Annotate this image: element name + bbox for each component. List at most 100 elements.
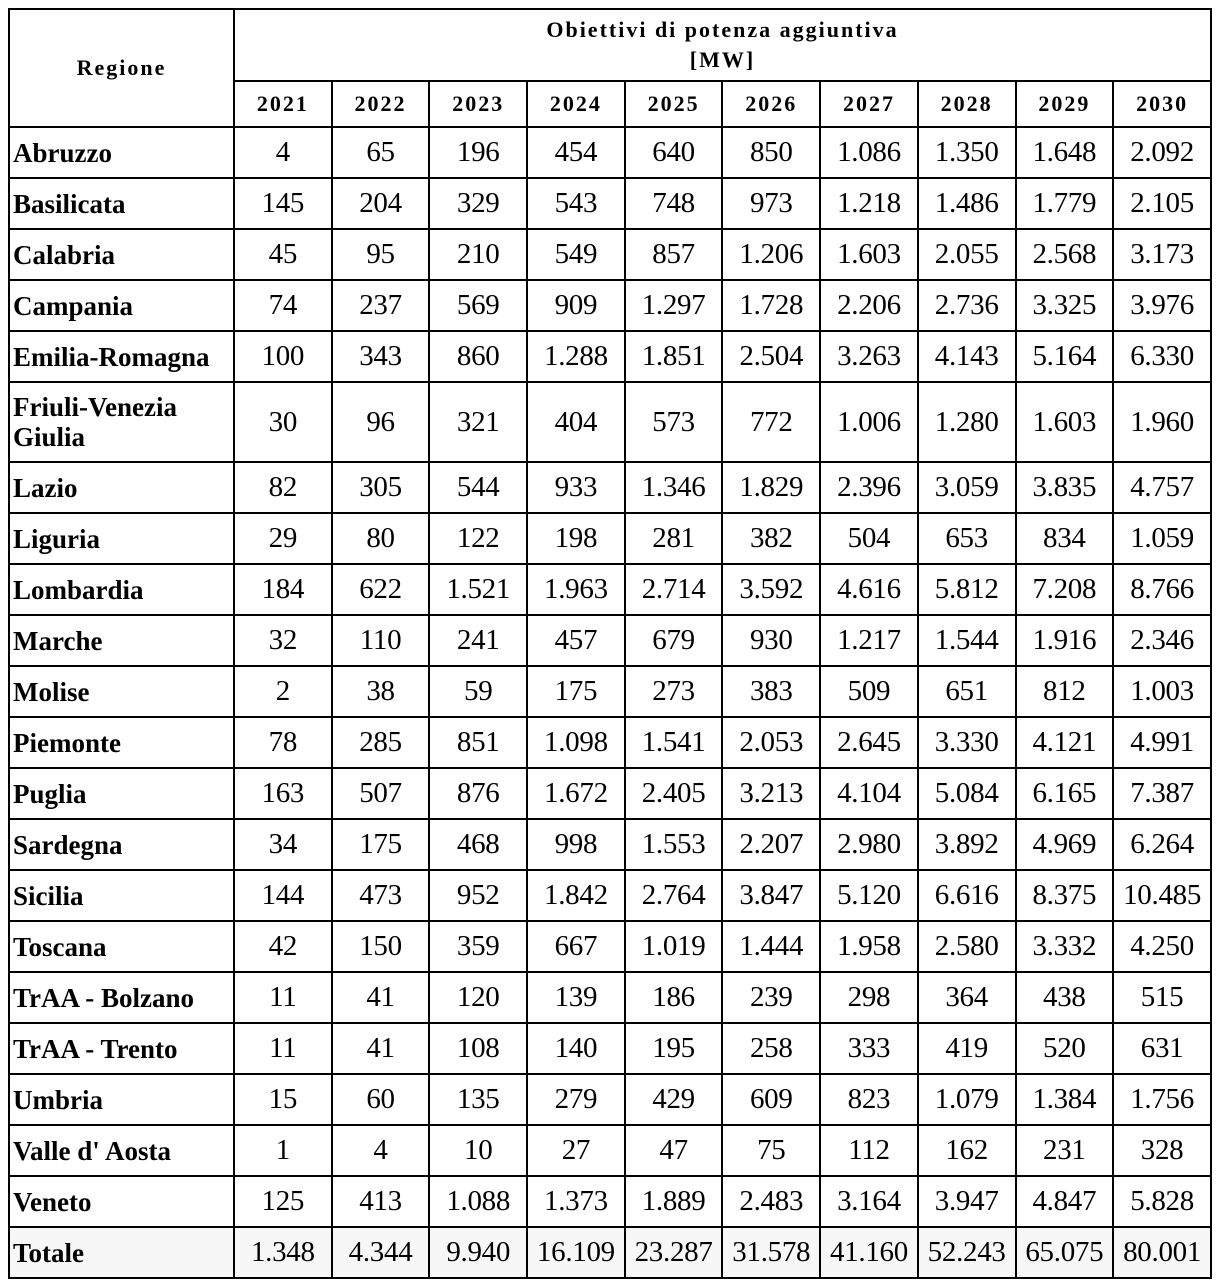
value-cell: 38	[330, 665, 431, 718]
value-cell: 1.829	[721, 461, 822, 514]
value-cell: 544	[428, 461, 529, 514]
value-cell: 52.243	[916, 1226, 1017, 1279]
region-name: Campania	[8, 279, 235, 332]
value-cell: 96	[330, 381, 431, 463]
table-row: Emilia-Romagna 100 343 860 1.288 1.851 2.504 3.…	[8, 330, 1212, 383]
value-cell: 3.059	[916, 461, 1017, 514]
value-cell: 41	[330, 1022, 431, 1075]
value-cell: 6.264	[1112, 818, 1212, 871]
value-cell: 258	[721, 1022, 822, 1075]
value-cell: 3.892	[916, 818, 1017, 871]
value-cell: 65	[330, 126, 431, 179]
value-cell: 834	[1014, 512, 1115, 565]
value-cell: 2.105	[1112, 177, 1212, 230]
value-cell: 473	[330, 869, 431, 922]
value-cell: 1.019	[623, 920, 724, 973]
value-cell: 1.728	[721, 279, 822, 332]
value-cell: 2.980	[819, 818, 919, 871]
value-cell: 667	[526, 920, 626, 973]
value-cell: 4.121	[1014, 716, 1115, 769]
value-cell: 2.405	[623, 767, 724, 820]
year-header: 2026	[721, 80, 822, 128]
value-cell: 1.603	[819, 228, 919, 281]
region-name: Umbria	[8, 1073, 235, 1126]
value-cell: 1.963	[526, 563, 626, 616]
value-cell: 876	[428, 767, 529, 820]
table-row: Sicilia 144 473 952 1.842 2.764 3.847 5.120 6.61…	[8, 869, 1212, 922]
value-cell: 1.384	[1014, 1073, 1115, 1126]
value-cell: 60	[330, 1073, 431, 1126]
value-cell: 3.213	[721, 767, 822, 820]
value-cell: 198	[526, 512, 626, 565]
table-row: Liguria 29 80 122 198 281 382 504 653 834 1.059	[8, 512, 1212, 565]
table-row: TrAA - Trento 11 41 108 140 195 258 333 419 520 63…	[8, 1022, 1212, 1075]
value-cell: 1.003	[1112, 665, 1212, 718]
table-row: Toscana 42 150 359 667 1.019 1.444 1.958 2.580 3.…	[8, 920, 1212, 973]
value-cell: 78	[233, 716, 333, 769]
value-cell: 1.218	[819, 177, 919, 230]
value-cell: 42	[233, 920, 333, 973]
value-cell: 1.521	[428, 563, 529, 616]
value-cell: 80	[330, 512, 431, 565]
value-cell: 1.086	[819, 126, 919, 179]
value-cell: 569	[428, 279, 529, 332]
table-row: Lombardia 184 622 1.521 1.963 2.714 3.592 4.616…	[8, 563, 1212, 616]
table-row: Veneto 125 413 1.088 1.373 1.889 2.483 3.164 3.9…	[8, 1175, 1212, 1228]
value-cell: 413	[330, 1175, 431, 1228]
value-cell: 1.297	[623, 279, 724, 332]
value-cell: 231	[1014, 1124, 1115, 1177]
value-cell: 1.373	[526, 1175, 626, 1228]
value-cell: 454	[526, 126, 626, 179]
year-header: 2023	[428, 80, 529, 128]
value-cell: 1.079	[916, 1073, 1017, 1126]
value-cell: 10	[428, 1124, 529, 1177]
year-header: 2029	[1014, 80, 1115, 128]
region-name: Liguria	[8, 512, 235, 565]
value-cell: 640	[623, 126, 724, 179]
value-cell: 47	[623, 1124, 724, 1177]
value-cell: 41.160	[819, 1226, 919, 1279]
value-cell: 609	[721, 1073, 822, 1126]
header-row: Regione Obiettivi di potenza aggiuntiva …	[8, 8, 1212, 128]
region-name: Abruzzo	[8, 126, 235, 179]
value-cell: 3.976	[1112, 279, 1212, 332]
value-cell: 2	[233, 665, 333, 718]
value-cell: 4.616	[819, 563, 919, 616]
value-cell: 1.206	[721, 228, 822, 281]
value-cell: 515	[1112, 971, 1212, 1024]
value-cell: 95	[330, 228, 431, 281]
value-cell: 1.541	[623, 716, 724, 769]
table-body: Abruzzo 4 65 196 454 640 850 1.086 1.350 1.648 2.0…	[8, 126, 1212, 1279]
value-cell: 1.486	[916, 177, 1017, 230]
value-cell: 4.757	[1112, 461, 1212, 514]
value-cell: 163	[233, 767, 333, 820]
value-cell: 329	[428, 177, 529, 230]
table-row: Campania 74 237 569 909 1.297 1.728 2.206 2.736 3…	[8, 279, 1212, 332]
table-row: Basilicata 145 204 329 543 748 973 1.218 1.486 1.…	[8, 177, 1212, 230]
value-cell: 139	[526, 971, 626, 1024]
value-cell: 74	[233, 279, 333, 332]
value-cell: 2.396	[819, 461, 919, 514]
value-cell: 1.958	[819, 920, 919, 973]
region-name: TrAA - Bolzano	[8, 971, 235, 1024]
value-cell: 281	[623, 512, 724, 565]
region-name: Calabria	[8, 228, 235, 281]
value-cell: 140	[526, 1022, 626, 1075]
value-cell: 857	[623, 228, 724, 281]
value-cell: 383	[721, 665, 822, 718]
region-name: Emilia-Romagna	[8, 330, 235, 383]
value-cell: 15	[233, 1073, 333, 1126]
value-cell: 100	[233, 330, 333, 383]
region-name: Lombardia	[8, 563, 235, 616]
value-cell: 2.483	[721, 1175, 822, 1228]
value-cell: 1.648	[1014, 126, 1115, 179]
value-cell: 4.344	[330, 1226, 431, 1279]
value-cell: 112	[819, 1124, 919, 1177]
value-cell: 973	[721, 177, 822, 230]
value-cell: 321	[428, 381, 529, 463]
value-cell: 2.053	[721, 716, 822, 769]
value-cell: 10.485	[1112, 869, 1212, 922]
value-cell: 952	[428, 869, 529, 922]
value-cell: 549	[526, 228, 626, 281]
value-cell: 1.348	[233, 1226, 333, 1279]
